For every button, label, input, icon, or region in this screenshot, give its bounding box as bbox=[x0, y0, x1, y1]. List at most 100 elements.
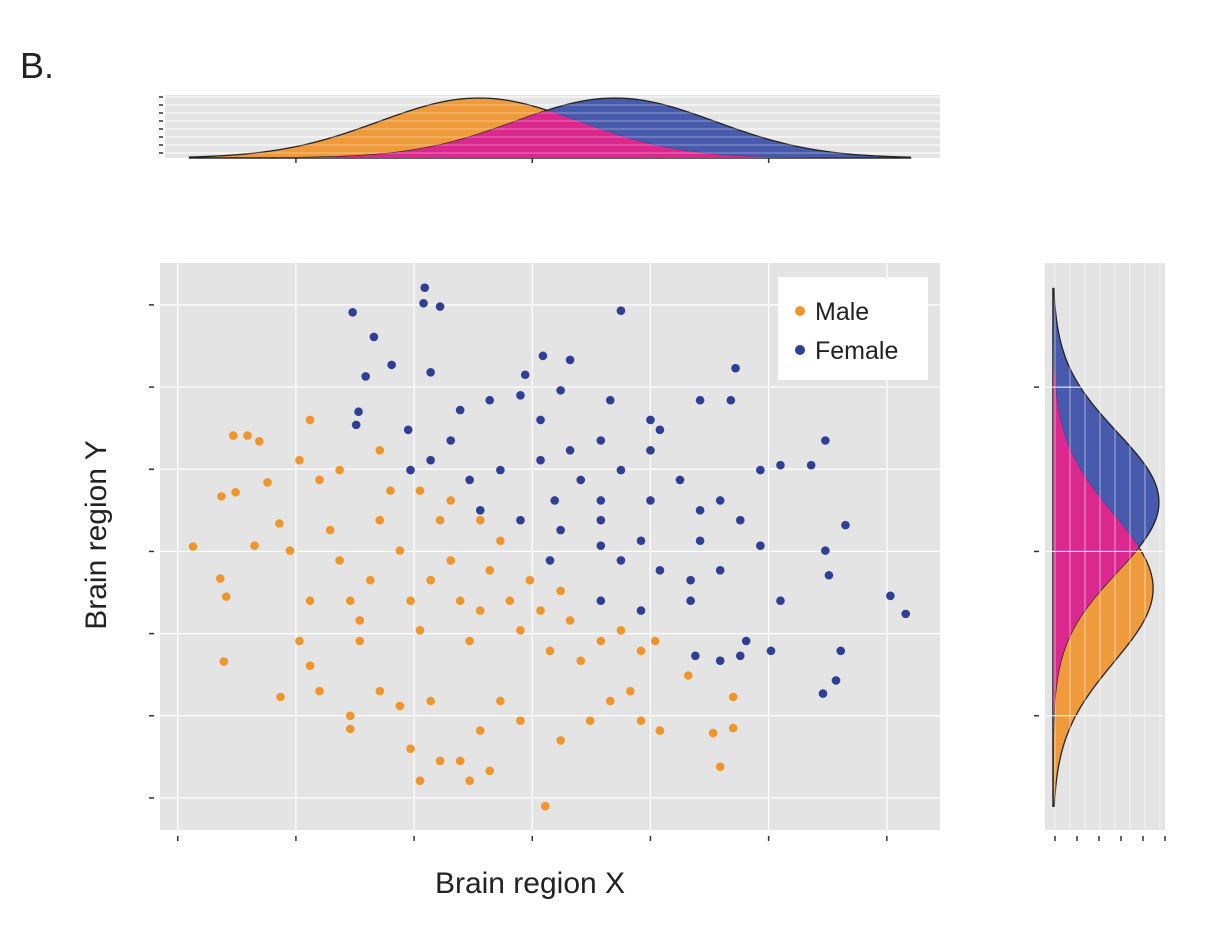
point-female bbox=[655, 425, 665, 435]
point-female bbox=[369, 332, 379, 342]
point-male bbox=[708, 728, 718, 738]
point-female bbox=[741, 636, 751, 646]
point-male bbox=[715, 762, 725, 772]
point-male bbox=[415, 626, 425, 635]
point-female bbox=[818, 689, 828, 698]
point-male bbox=[375, 686, 385, 696]
y-axis-label: Brain region Y bbox=[80, 440, 113, 630]
point-female bbox=[616, 465, 626, 475]
point-male bbox=[406, 596, 415, 606]
point-female bbox=[831, 676, 841, 685]
point-female bbox=[695, 395, 705, 405]
point-female bbox=[821, 436, 830, 445]
point-female bbox=[496, 465, 505, 475]
point-female bbox=[446, 436, 456, 445]
point-female bbox=[556, 525, 565, 535]
point-male bbox=[415, 776, 425, 785]
point-female bbox=[821, 546, 830, 555]
point-male bbox=[650, 636, 660, 646]
point-female bbox=[387, 360, 396, 370]
point-female bbox=[348, 308, 357, 317]
point-female bbox=[735, 515, 745, 525]
point-female bbox=[516, 391, 525, 400]
point-female bbox=[596, 436, 606, 445]
point-female bbox=[465, 475, 474, 485]
point-male bbox=[285, 546, 295, 555]
point-male bbox=[605, 696, 615, 706]
point-female bbox=[726, 395, 736, 405]
point-female bbox=[735, 651, 745, 661]
point-female bbox=[354, 407, 363, 417]
point-male bbox=[426, 575, 435, 585]
legend-label-female: Female bbox=[815, 337, 898, 365]
point-female bbox=[715, 496, 725, 505]
point-male bbox=[355, 616, 365, 625]
point-male bbox=[406, 744, 415, 753]
point-male bbox=[525, 575, 535, 585]
point-male bbox=[276, 692, 285, 702]
point-female bbox=[361, 372, 370, 381]
point-male bbox=[540, 801, 550, 811]
point-male bbox=[565, 616, 575, 625]
point-female bbox=[565, 355, 575, 365]
point-female bbox=[695, 506, 705, 515]
point-female bbox=[691, 651, 700, 661]
point-female bbox=[351, 420, 361, 430]
point-female bbox=[596, 515, 606, 525]
point-male bbox=[475, 606, 485, 615]
point-female bbox=[836, 646, 846, 656]
point-female bbox=[420, 283, 430, 292]
point-male bbox=[455, 596, 465, 606]
point-female bbox=[538, 351, 548, 361]
point-female bbox=[636, 536, 646, 546]
point-female bbox=[686, 596, 695, 606]
point-male bbox=[366, 575, 375, 585]
point-female bbox=[731, 363, 740, 373]
point-male bbox=[345, 711, 355, 721]
point-male bbox=[576, 656, 586, 666]
point-male bbox=[516, 716, 525, 726]
point-female bbox=[675, 475, 685, 485]
point-female bbox=[646, 415, 655, 425]
legend-marker-male bbox=[795, 306, 805, 316]
point-female bbox=[766, 646, 776, 656]
point-female bbox=[596, 541, 606, 550]
point-female bbox=[806, 460, 816, 470]
point-female bbox=[435, 302, 445, 311]
point-female bbox=[605, 395, 615, 405]
point-female bbox=[776, 460, 785, 470]
point-female bbox=[695, 536, 705, 546]
point-male bbox=[305, 415, 315, 425]
point-female bbox=[646, 496, 655, 505]
point-male bbox=[585, 716, 595, 726]
point-male bbox=[231, 487, 240, 497]
point-male bbox=[335, 465, 344, 475]
point-male bbox=[315, 475, 324, 485]
point-male bbox=[485, 566, 495, 575]
point-female bbox=[901, 609, 911, 619]
point-male bbox=[415, 486, 425, 495]
point-male bbox=[395, 546, 405, 555]
right-marginal-density bbox=[1034, 263, 1166, 841]
point-male bbox=[505, 596, 515, 606]
point-male bbox=[465, 636, 474, 646]
point-male bbox=[446, 556, 456, 565]
point-male bbox=[626, 686, 635, 696]
legend-box bbox=[778, 277, 928, 380]
point-male bbox=[616, 626, 626, 635]
point-male bbox=[728, 723, 738, 733]
point-female bbox=[616, 556, 626, 565]
point-female bbox=[556, 386, 565, 395]
point-female bbox=[596, 496, 606, 505]
point-male bbox=[375, 446, 385, 455]
point-male bbox=[355, 636, 365, 646]
point-male bbox=[250, 541, 259, 550]
point-female bbox=[536, 455, 545, 465]
point-male bbox=[315, 686, 324, 696]
point-female bbox=[616, 306, 626, 315]
point-male bbox=[475, 726, 485, 735]
legend-marker-female bbox=[795, 345, 805, 355]
point-male bbox=[386, 486, 395, 495]
point-female bbox=[565, 446, 575, 455]
point-female bbox=[756, 541, 765, 550]
